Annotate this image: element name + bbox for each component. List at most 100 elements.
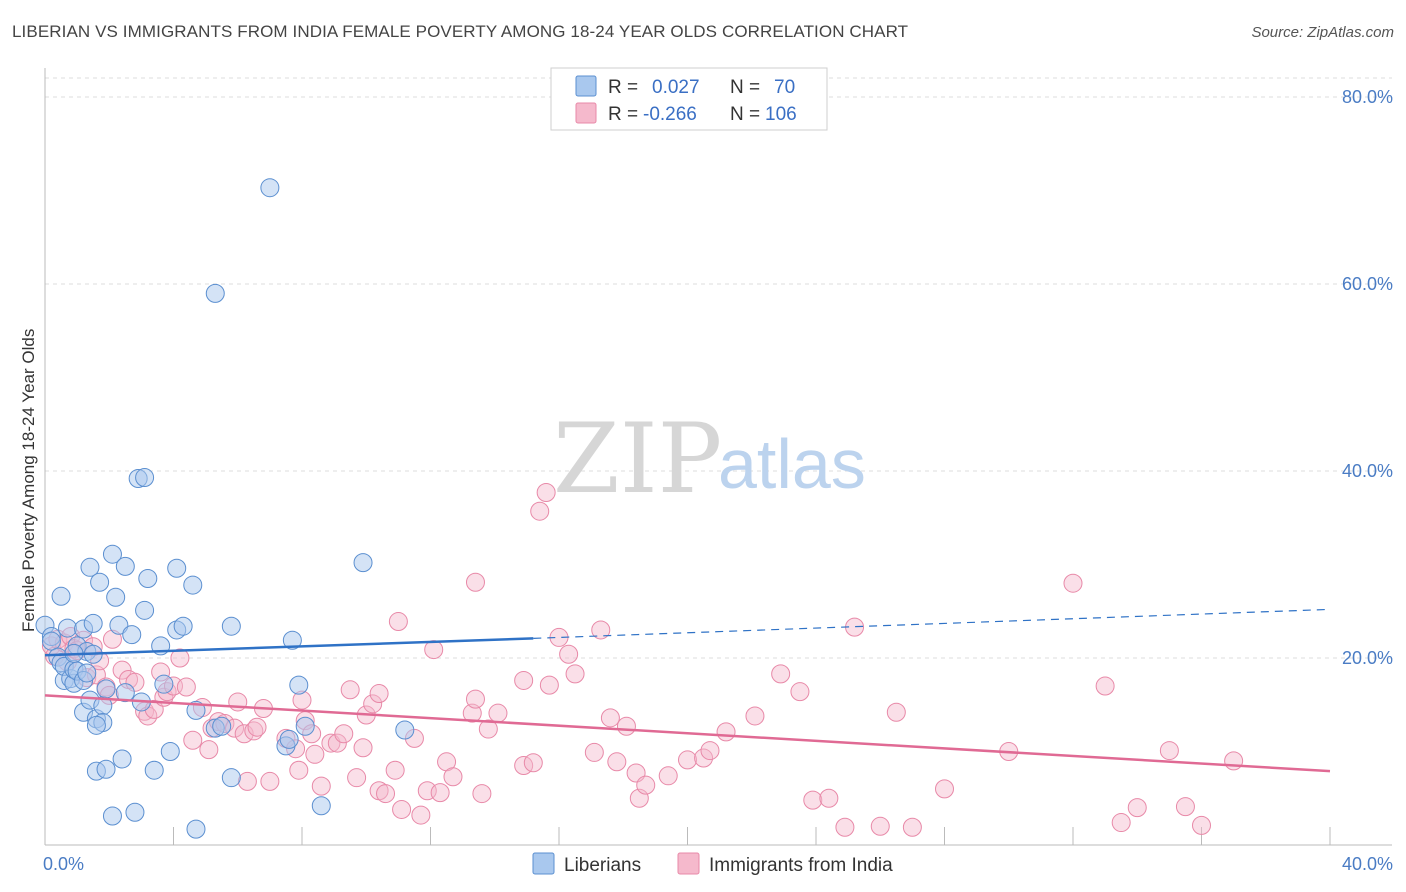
legend-r-value-2: -0.266	[643, 104, 697, 125]
watermark: ZIP atlas	[553, 403, 866, 515]
point-liberians	[221, 616, 241, 636]
point-india	[388, 612, 408, 632]
point-liberians	[282, 630, 302, 650]
point-liberians	[295, 716, 315, 736]
point-india	[183, 730, 203, 750]
point-india	[1192, 815, 1211, 835]
watermark-atlas: atlas	[718, 425, 866, 503]
point-india	[790, 682, 810, 702]
point-liberians	[212, 716, 232, 736]
point-india	[321, 733, 341, 753]
legend-n-label-1: N =	[730, 77, 760, 98]
y-tick-label: 20.0%	[1342, 648, 1393, 668]
grid-layer	[45, 77, 1392, 659]
point-india	[424, 640, 444, 660]
y-tick-label: 80.0%	[1342, 87, 1393, 107]
point-liberians	[115, 556, 135, 576]
point-india	[170, 648, 190, 668]
point-india	[514, 670, 534, 690]
legend-r-label-1: R =	[608, 77, 638, 98]
point-india	[1063, 573, 1083, 593]
point-liberians	[221, 768, 241, 788]
y-axis-label: Female Poverty Among 18-24 Year Olds	[19, 329, 38, 632]
point-liberians	[96, 679, 116, 699]
point-india	[1224, 751, 1244, 771]
point-liberians	[395, 720, 415, 740]
point-india	[607, 752, 627, 772]
trend-line-liberians-extension	[533, 608, 1331, 639]
chart-source: Source: ZipAtlas.com	[1251, 24, 1394, 41]
watermark-zip: ZIP	[553, 403, 722, 515]
point-india	[289, 760, 309, 780]
point-liberians	[83, 613, 103, 633]
legend-n-value-2: 106	[765, 104, 797, 125]
point-liberians	[186, 819, 206, 839]
point-india	[565, 664, 585, 684]
point-india	[244, 721, 264, 741]
point-liberians	[144, 760, 164, 780]
point-liberians	[167, 558, 187, 578]
point-india	[870, 816, 890, 836]
point-india	[465, 689, 485, 709]
bottom-legend-india: Immigrants from India	[709, 855, 893, 876]
point-india	[803, 790, 823, 810]
point-india	[600, 708, 620, 728]
point-liberians	[80, 557, 100, 577]
bottom-legend-swatch-india	[677, 852, 700, 875]
point-liberians	[77, 663, 97, 683]
point-india	[935, 779, 954, 799]
point-liberians	[86, 715, 106, 735]
point-india	[488, 703, 508, 723]
point-liberians	[135, 468, 155, 488]
point-india	[819, 788, 839, 808]
point-india	[539, 675, 559, 695]
point-india	[340, 680, 360, 700]
point-liberians	[138, 569, 158, 589]
bottom-legend: Liberians Immigrants from India	[532, 852, 893, 876]
point-india	[334, 724, 354, 744]
point-india	[530, 501, 550, 521]
trend-line-india	[44, 694, 1331, 773]
point-india	[902, 817, 922, 837]
point-liberians	[205, 283, 225, 303]
point-india	[347, 768, 367, 788]
point-india	[392, 799, 412, 819]
point-india	[745, 706, 765, 726]
point-india	[886, 702, 906, 722]
point-india	[376, 784, 396, 804]
point-liberians	[289, 675, 309, 695]
point-liberians	[57, 618, 77, 638]
point-liberians	[183, 575, 203, 595]
point-liberians	[125, 802, 145, 822]
chart-title: LIBERIAN VS IMMIGRANTS FROM INDIA FEMALE…	[12, 22, 909, 41]
point-liberians	[115, 683, 135, 703]
legend-box	[550, 67, 828, 131]
top-legend: R = 0.027 N = 70 R = -0.266 N = 106	[550, 67, 828, 131]
point-india	[237, 771, 257, 791]
point-india	[363, 694, 383, 714]
point-india	[523, 753, 543, 773]
point-india	[700, 741, 720, 761]
point-india	[411, 805, 431, 825]
point-india	[305, 744, 325, 764]
trend-layer	[44, 608, 1331, 773]
point-liberians	[135, 600, 155, 620]
point-india	[112, 660, 132, 680]
point-india	[1175, 797, 1195, 817]
point-liberians	[112, 749, 132, 769]
point-india	[616, 716, 636, 736]
point-liberians	[96, 759, 116, 779]
point-liberians	[353, 553, 373, 573]
point-india	[694, 748, 714, 768]
bottom-legend-swatch-liberians	[532, 852, 555, 875]
point-liberians	[102, 806, 122, 826]
point-india	[478, 719, 498, 739]
point-india	[472, 784, 492, 804]
point-india	[536, 483, 556, 503]
point-liberians	[279, 729, 299, 749]
point-liberians	[173, 616, 193, 636]
point-liberians	[186, 700, 206, 720]
point-liberians	[109, 615, 129, 635]
x-tick-label: 0.0%	[43, 854, 84, 874]
legend-r-value-1: 0.027	[652, 77, 700, 98]
